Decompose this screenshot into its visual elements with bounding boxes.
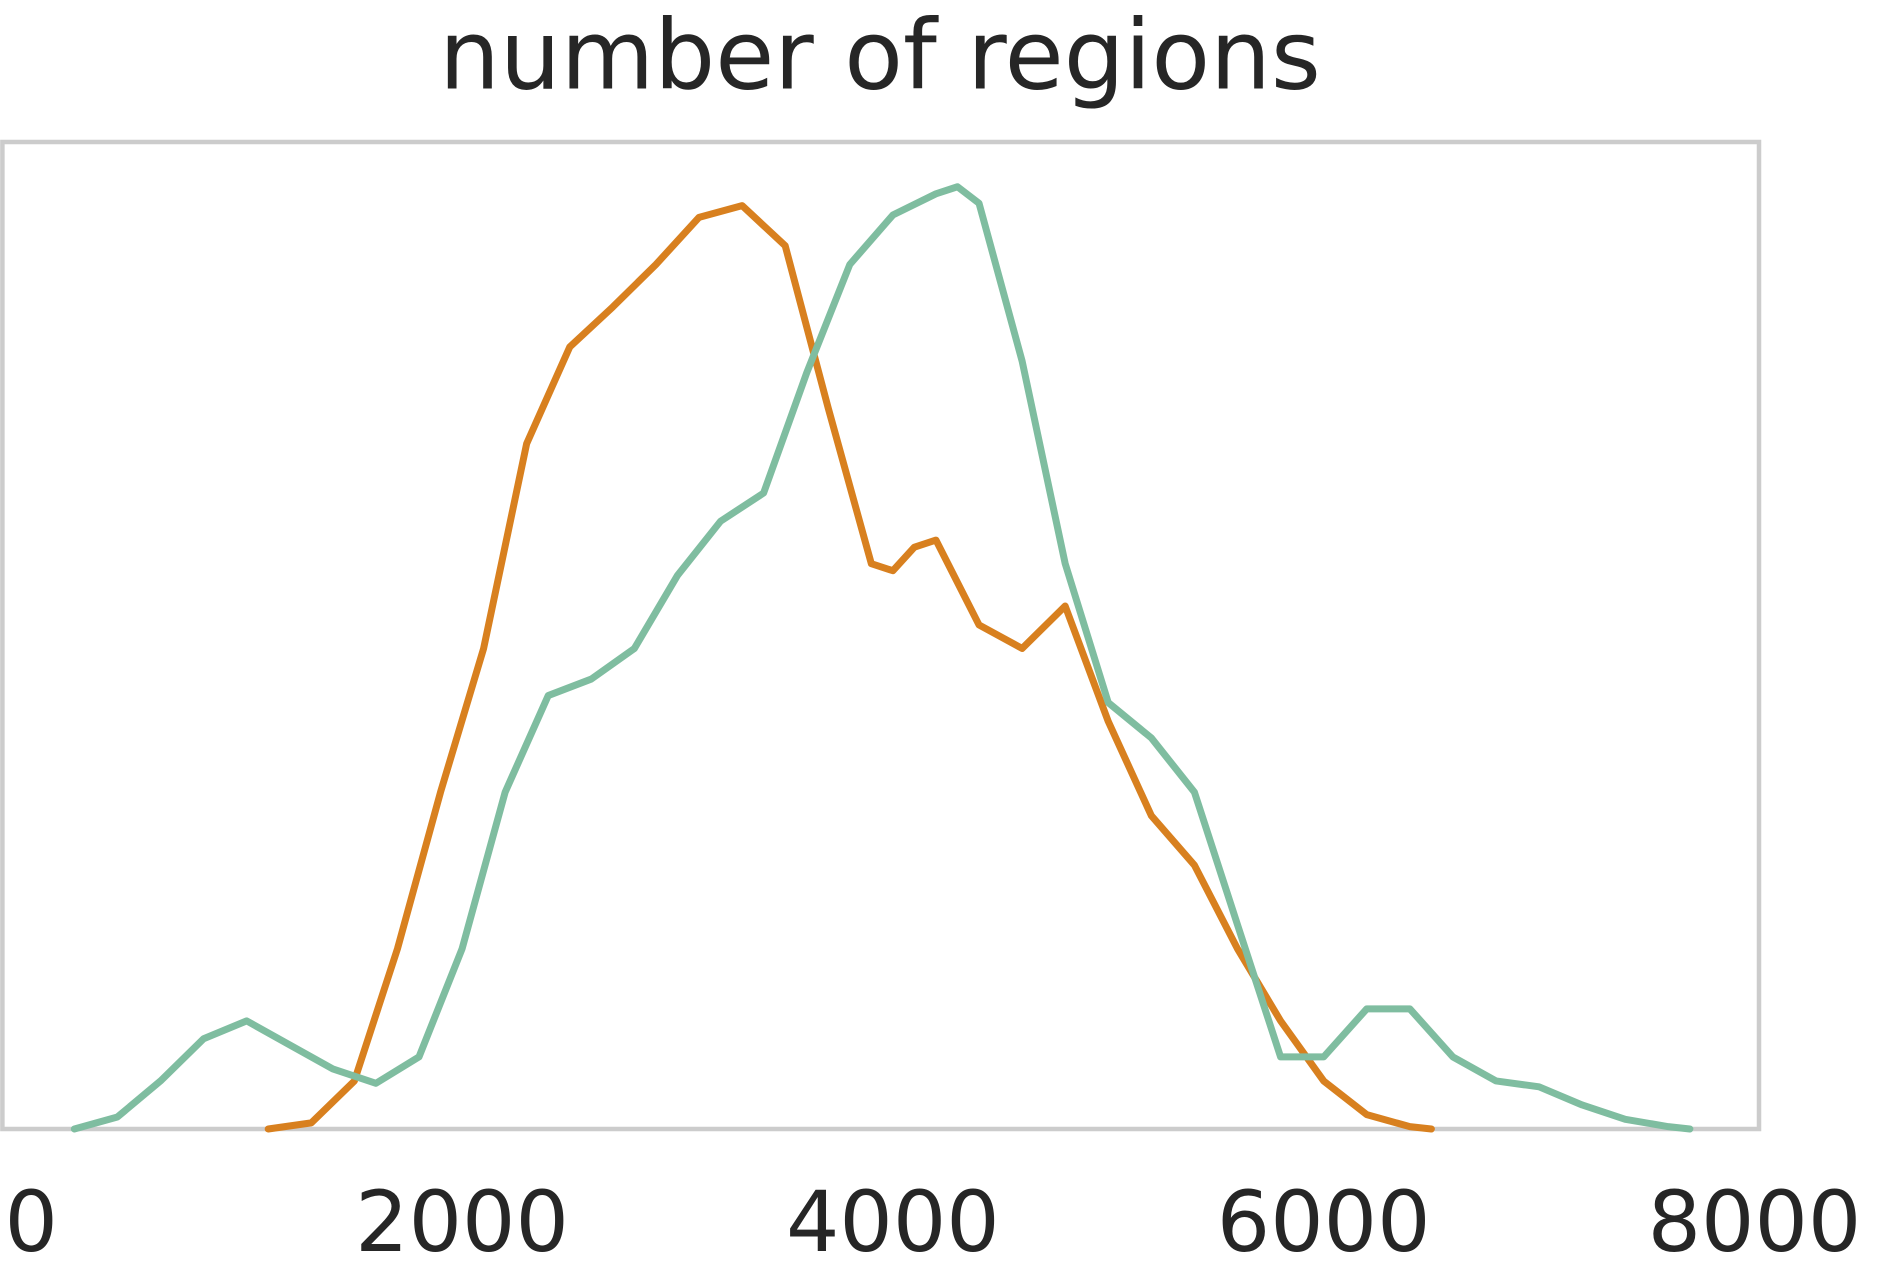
x-tick-label: 0	[5, 1173, 58, 1271]
x-tick-label: 4000	[786, 1173, 1000, 1271]
density-line	[70, 183, 1694, 1133]
chart-title: number of regions	[439, 0, 1321, 111]
x-tick-label: 8000	[1648, 1173, 1862, 1271]
x-tick-label: 6000	[1217, 1173, 1431, 1271]
density-line	[264, 202, 1435, 1133]
plot-frame	[0, 139, 1762, 1132]
x-tick-label: 2000	[355, 1173, 569, 1271]
